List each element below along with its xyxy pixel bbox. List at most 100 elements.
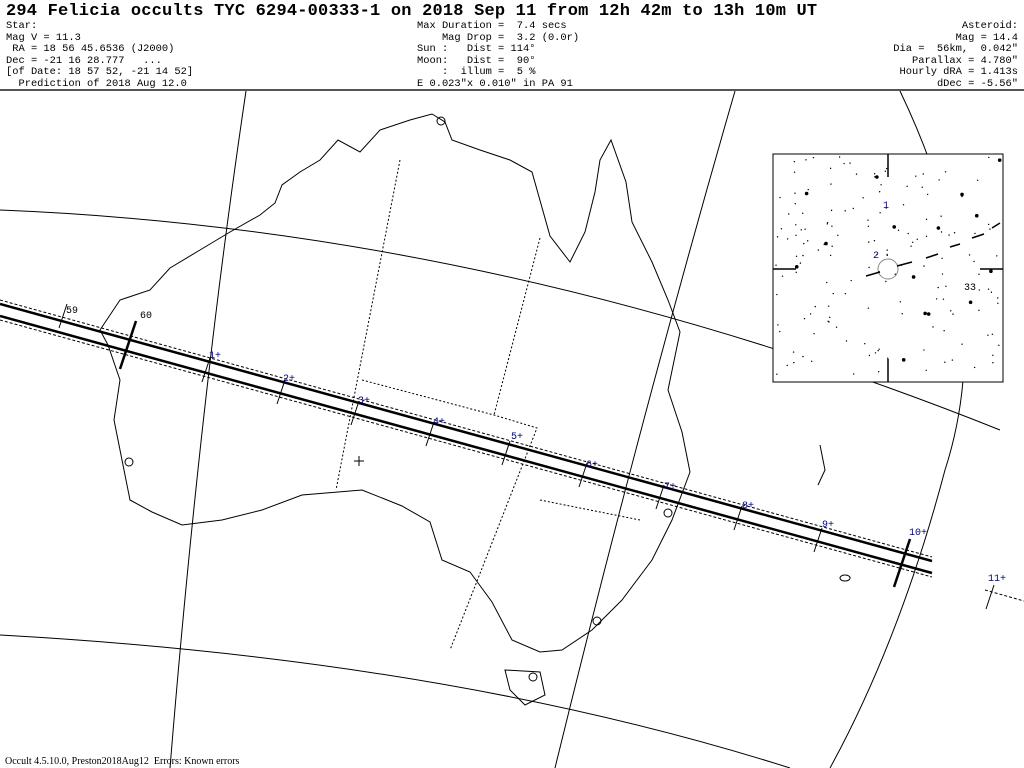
field-star [824,241,828,246]
field-star [938,179,940,181]
field-star [852,373,855,375]
field-star [932,326,934,328]
field-star [879,212,881,214]
time-label: 1+ [209,351,221,362]
field-star [793,361,795,364]
field-star [943,329,945,332]
field-star [812,156,815,159]
time-label: 3+ [358,396,370,407]
time-tick [578,462,588,488]
field-star [978,273,980,275]
field-star [923,311,927,316]
inset-label: 2 [873,251,879,262]
field-star [937,286,939,289]
field-star [779,330,781,333]
field-star [845,340,848,342]
field-star [935,298,938,300]
field-star [944,171,947,173]
event-info: Max Duration = 7.4 secs Mag Drop = 3.2 (… [417,20,580,91]
star-chart-inset: 1 2 33 [772,153,1004,383]
field-star [873,173,876,175]
time-tick [425,421,435,447]
field-star [974,213,979,218]
field-star [992,354,994,357]
field-star [806,240,809,242]
time-label: 59 [66,306,78,317]
field-star [992,362,994,364]
field-star [814,305,816,308]
field-star [779,196,781,199]
field-star [826,222,829,224]
field-star [880,184,882,186]
field-star [804,228,806,230]
inset-label: 33 [964,283,976,294]
field-star [826,281,828,284]
field-star [843,162,845,165]
field-star [862,197,864,199]
time-tick [655,484,665,510]
field-star [832,292,834,295]
field-star [837,234,839,236]
field-star [886,249,888,251]
field-star [830,209,833,212]
field-star [945,285,947,288]
field-star [900,264,903,266]
footer-credits: Occult 4.5.10.0, Preston2018Aug12 Errors… [5,756,240,767]
field-star [795,224,797,226]
field-star [827,320,829,322]
new-zealand-outline [817,444,851,582]
field-star [829,167,832,170]
field-star [867,225,870,228]
target-star-circle [877,258,899,280]
field-star [925,218,928,221]
field-star [951,359,954,361]
field-star [877,370,880,373]
field-star [884,170,887,172]
field-star [988,156,990,159]
time-tick [350,400,360,426]
field-star [831,245,833,247]
field-star [911,275,916,279]
info-line: Star: [6,20,38,32]
info-line: RA = 18 56 45.6536 (J2000) [6,43,175,56]
field-star [926,193,929,196]
field-star [950,310,952,312]
field-star [795,234,797,236]
info-line: dDec = -5.56" [936,77,1018,90]
field-star [936,226,941,230]
field-star [799,262,802,264]
field-star [878,348,880,350]
field-star [786,364,788,367]
field-star [794,265,799,269]
field-star [827,305,830,307]
field-star [776,373,778,375]
info-line: [of Date: 18 57 52, -21 14 52] [6,66,194,79]
field-star [952,313,954,315]
field-star [810,360,813,362]
shadow-path [0,299,1024,602]
field-star [844,292,847,295]
field-star [867,307,870,309]
australia-coastline [99,113,691,653]
header-divider [0,89,1024,91]
asteroid-info: Asteroid: Mag = 14.4 Dia = 56km, 0.042" Par… [840,20,1018,91]
field-star [989,228,991,230]
time-label: 5+ [511,432,523,443]
field-star [925,235,928,238]
field-star [926,312,931,316]
field-star [923,265,925,267]
field-star [987,223,990,226]
field-star [867,219,869,221]
field-star [844,210,846,212]
field-star [885,207,887,209]
field-star [849,162,851,164]
field-star [942,298,945,300]
info-line: Dia = 56km, 0.042" [893,43,1018,56]
info-line: Mag Drop = 3.2 (0.0r) [417,31,580,44]
state-borders [335,159,641,651]
field-star [781,275,784,277]
field-star [940,215,942,217]
time-tick [733,505,743,531]
field-star [990,291,993,293]
info-line: Prediction of 2018 Aug 12.0 [6,77,187,90]
